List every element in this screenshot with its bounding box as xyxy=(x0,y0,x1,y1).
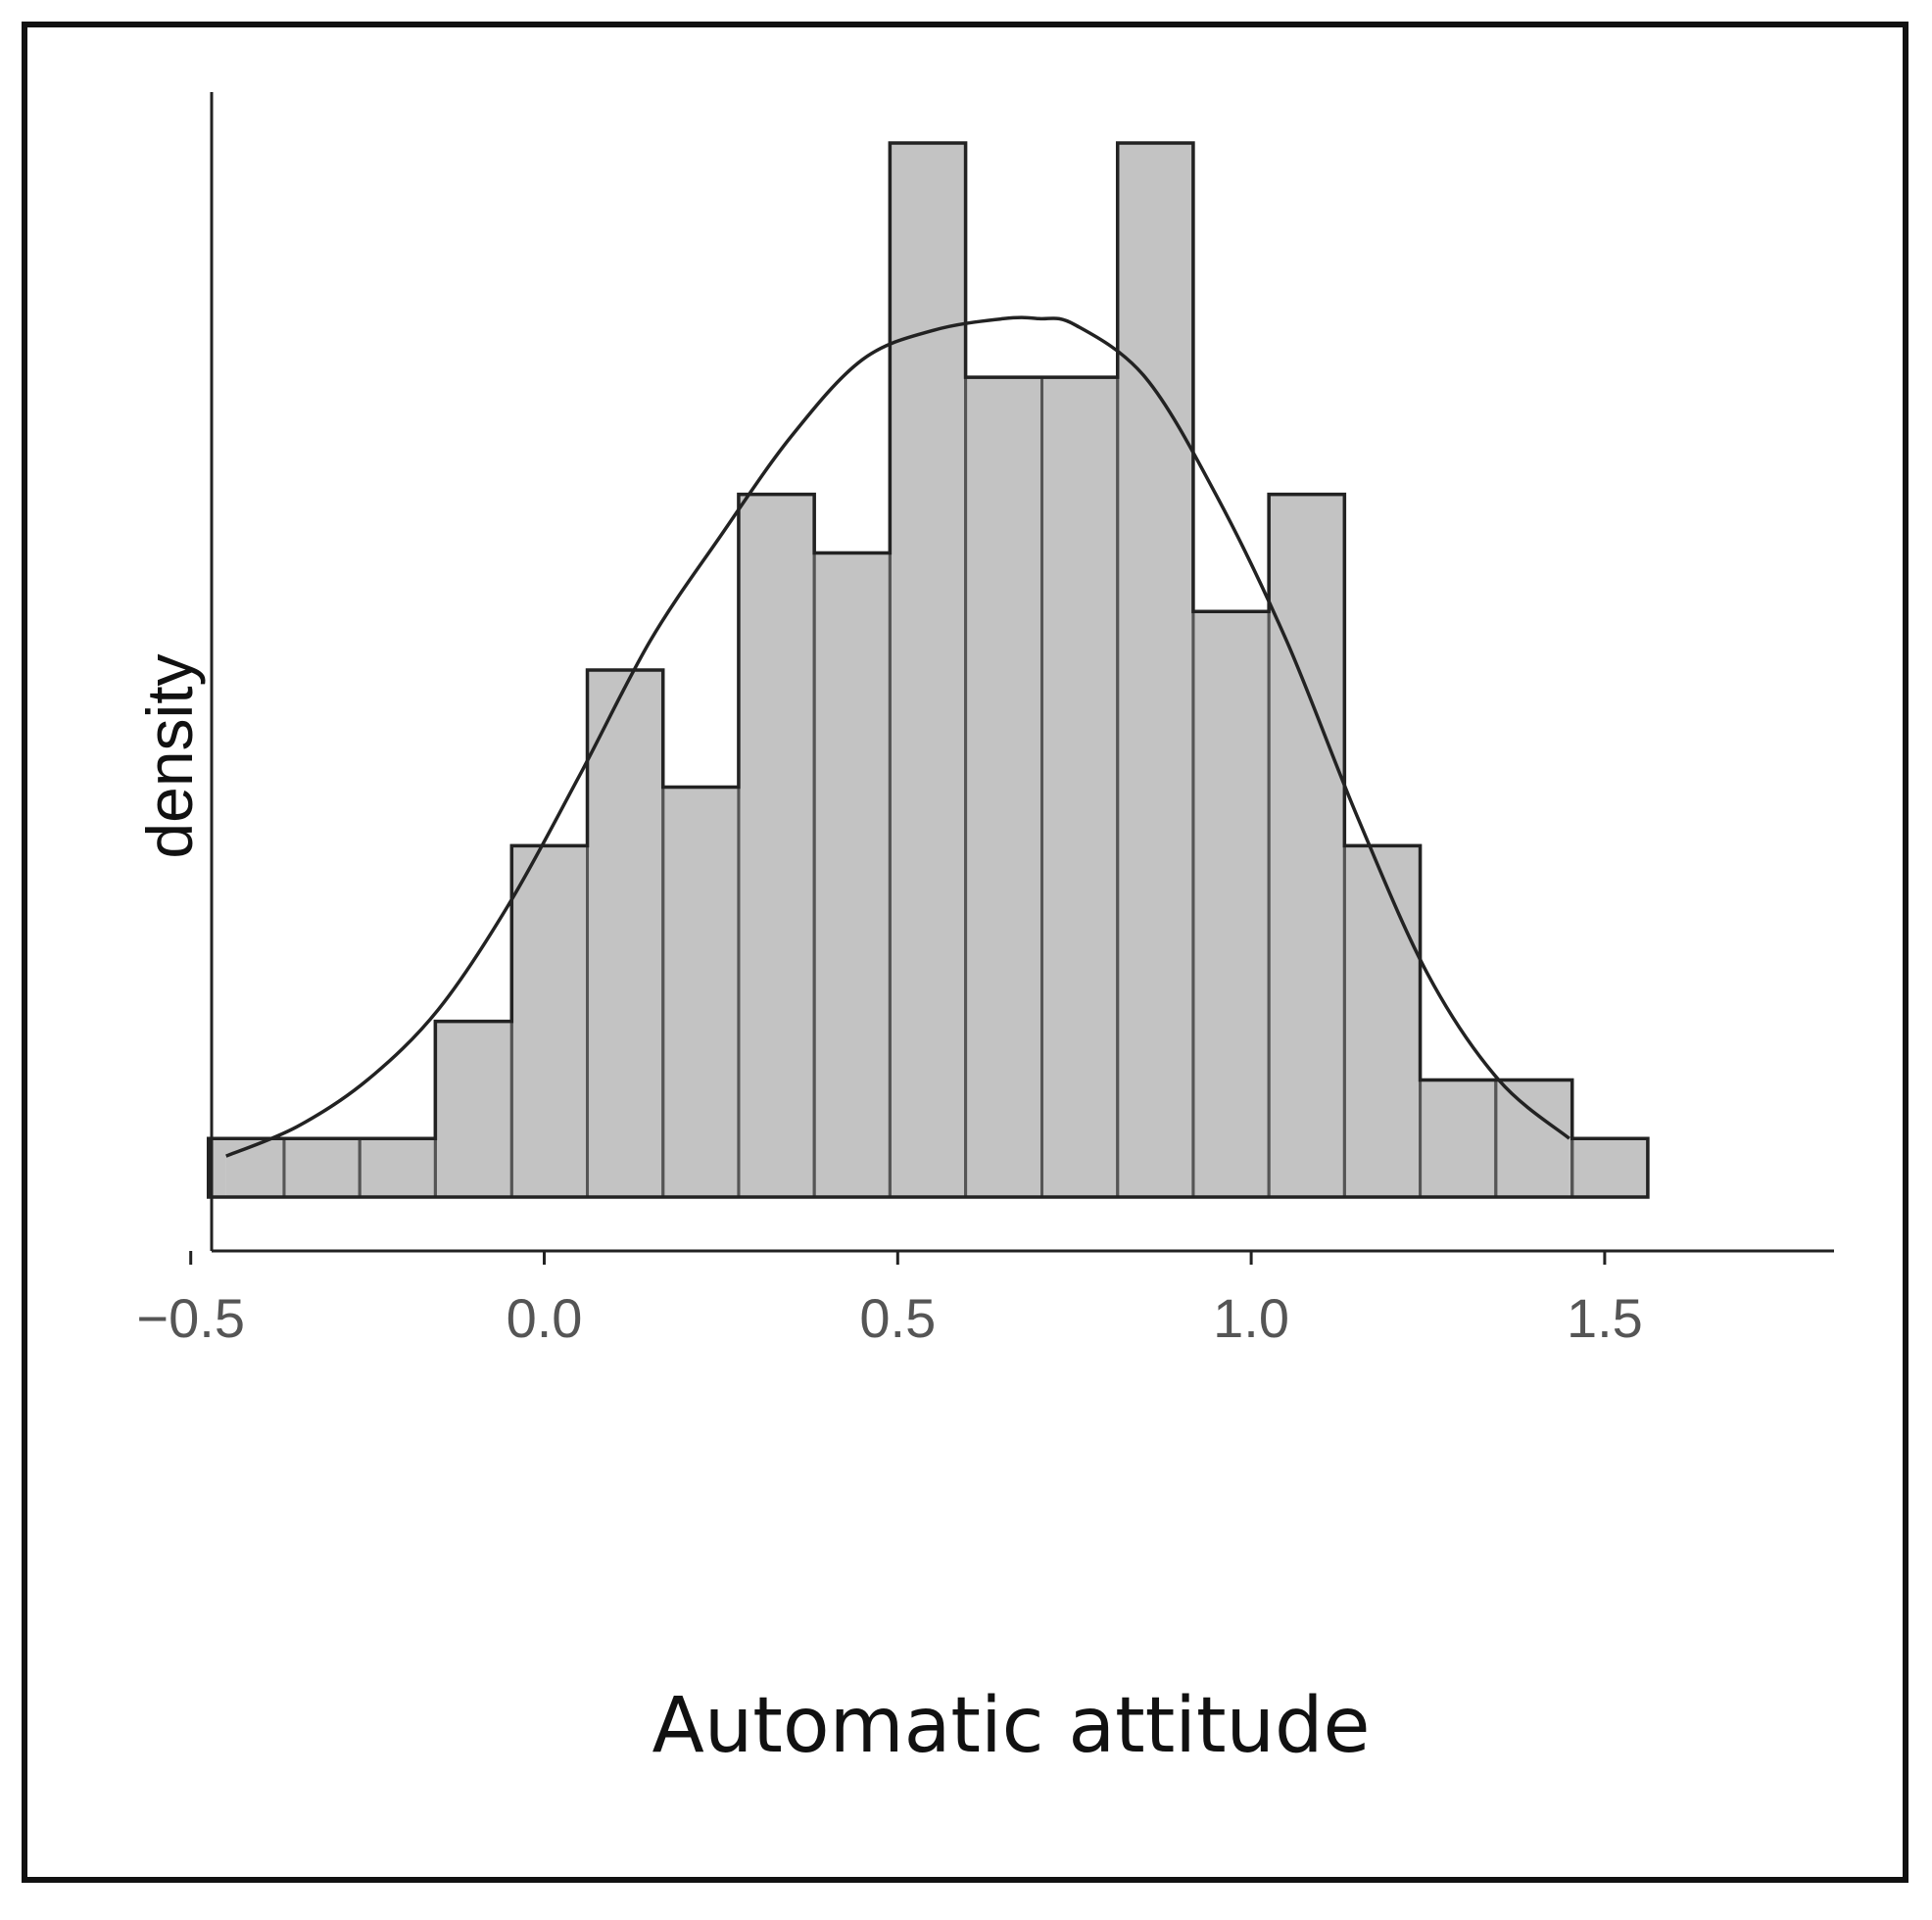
x-tick-group: −0.5 0.0 0.5 1.0 1.5 xyxy=(136,1251,1643,1349)
histogram-bar-fill xyxy=(890,317,966,1197)
figure-frame: −0.5 0.0 0.5 1.0 1.5 density Automatic attit… xyxy=(22,22,1908,1883)
histogram-bar-fill xyxy=(738,494,815,1198)
histogram-bar-fill xyxy=(511,845,588,1197)
histogram-bar-fill xyxy=(283,1138,361,1197)
histogram-bar-fill xyxy=(662,787,739,1197)
histogram-bar-fill xyxy=(965,377,1042,1198)
histogram-bar-fill xyxy=(1117,317,1193,1197)
x-axis-title: Automatic attitude xyxy=(652,1682,1371,1770)
histogram-bar-fill xyxy=(814,552,891,1197)
histogram-bar-fill xyxy=(1420,1080,1496,1197)
x-tick-label: 0.5 xyxy=(859,1287,936,1349)
x-tick-label: 1.5 xyxy=(1567,1287,1643,1349)
histogram-outline xyxy=(206,141,1650,1199)
density-curve-group xyxy=(225,315,1570,1158)
y-axis-title: density xyxy=(133,653,206,858)
x-tick-label: 1.0 xyxy=(1213,1287,1289,1349)
histogram-bar-fill xyxy=(1192,611,1270,1197)
histogram-bar xyxy=(1570,1136,1650,1199)
axes-group xyxy=(210,92,1834,1253)
histogram-bars-group xyxy=(206,141,1650,1199)
x-tick-label: 0.0 xyxy=(507,1287,583,1349)
histogram-bar-fill xyxy=(587,670,663,1197)
histogram-bar-fill xyxy=(435,1021,512,1197)
histogram-bar-fill xyxy=(360,1138,436,1197)
x-tick-label: −0.5 xyxy=(136,1287,245,1349)
histogram-chart: −0.5 0.0 0.5 1.0 1.5 density Automatic attit… xyxy=(133,92,1834,1770)
histogram-bar-fill xyxy=(1041,377,1118,1198)
density-curve xyxy=(225,315,1570,1158)
